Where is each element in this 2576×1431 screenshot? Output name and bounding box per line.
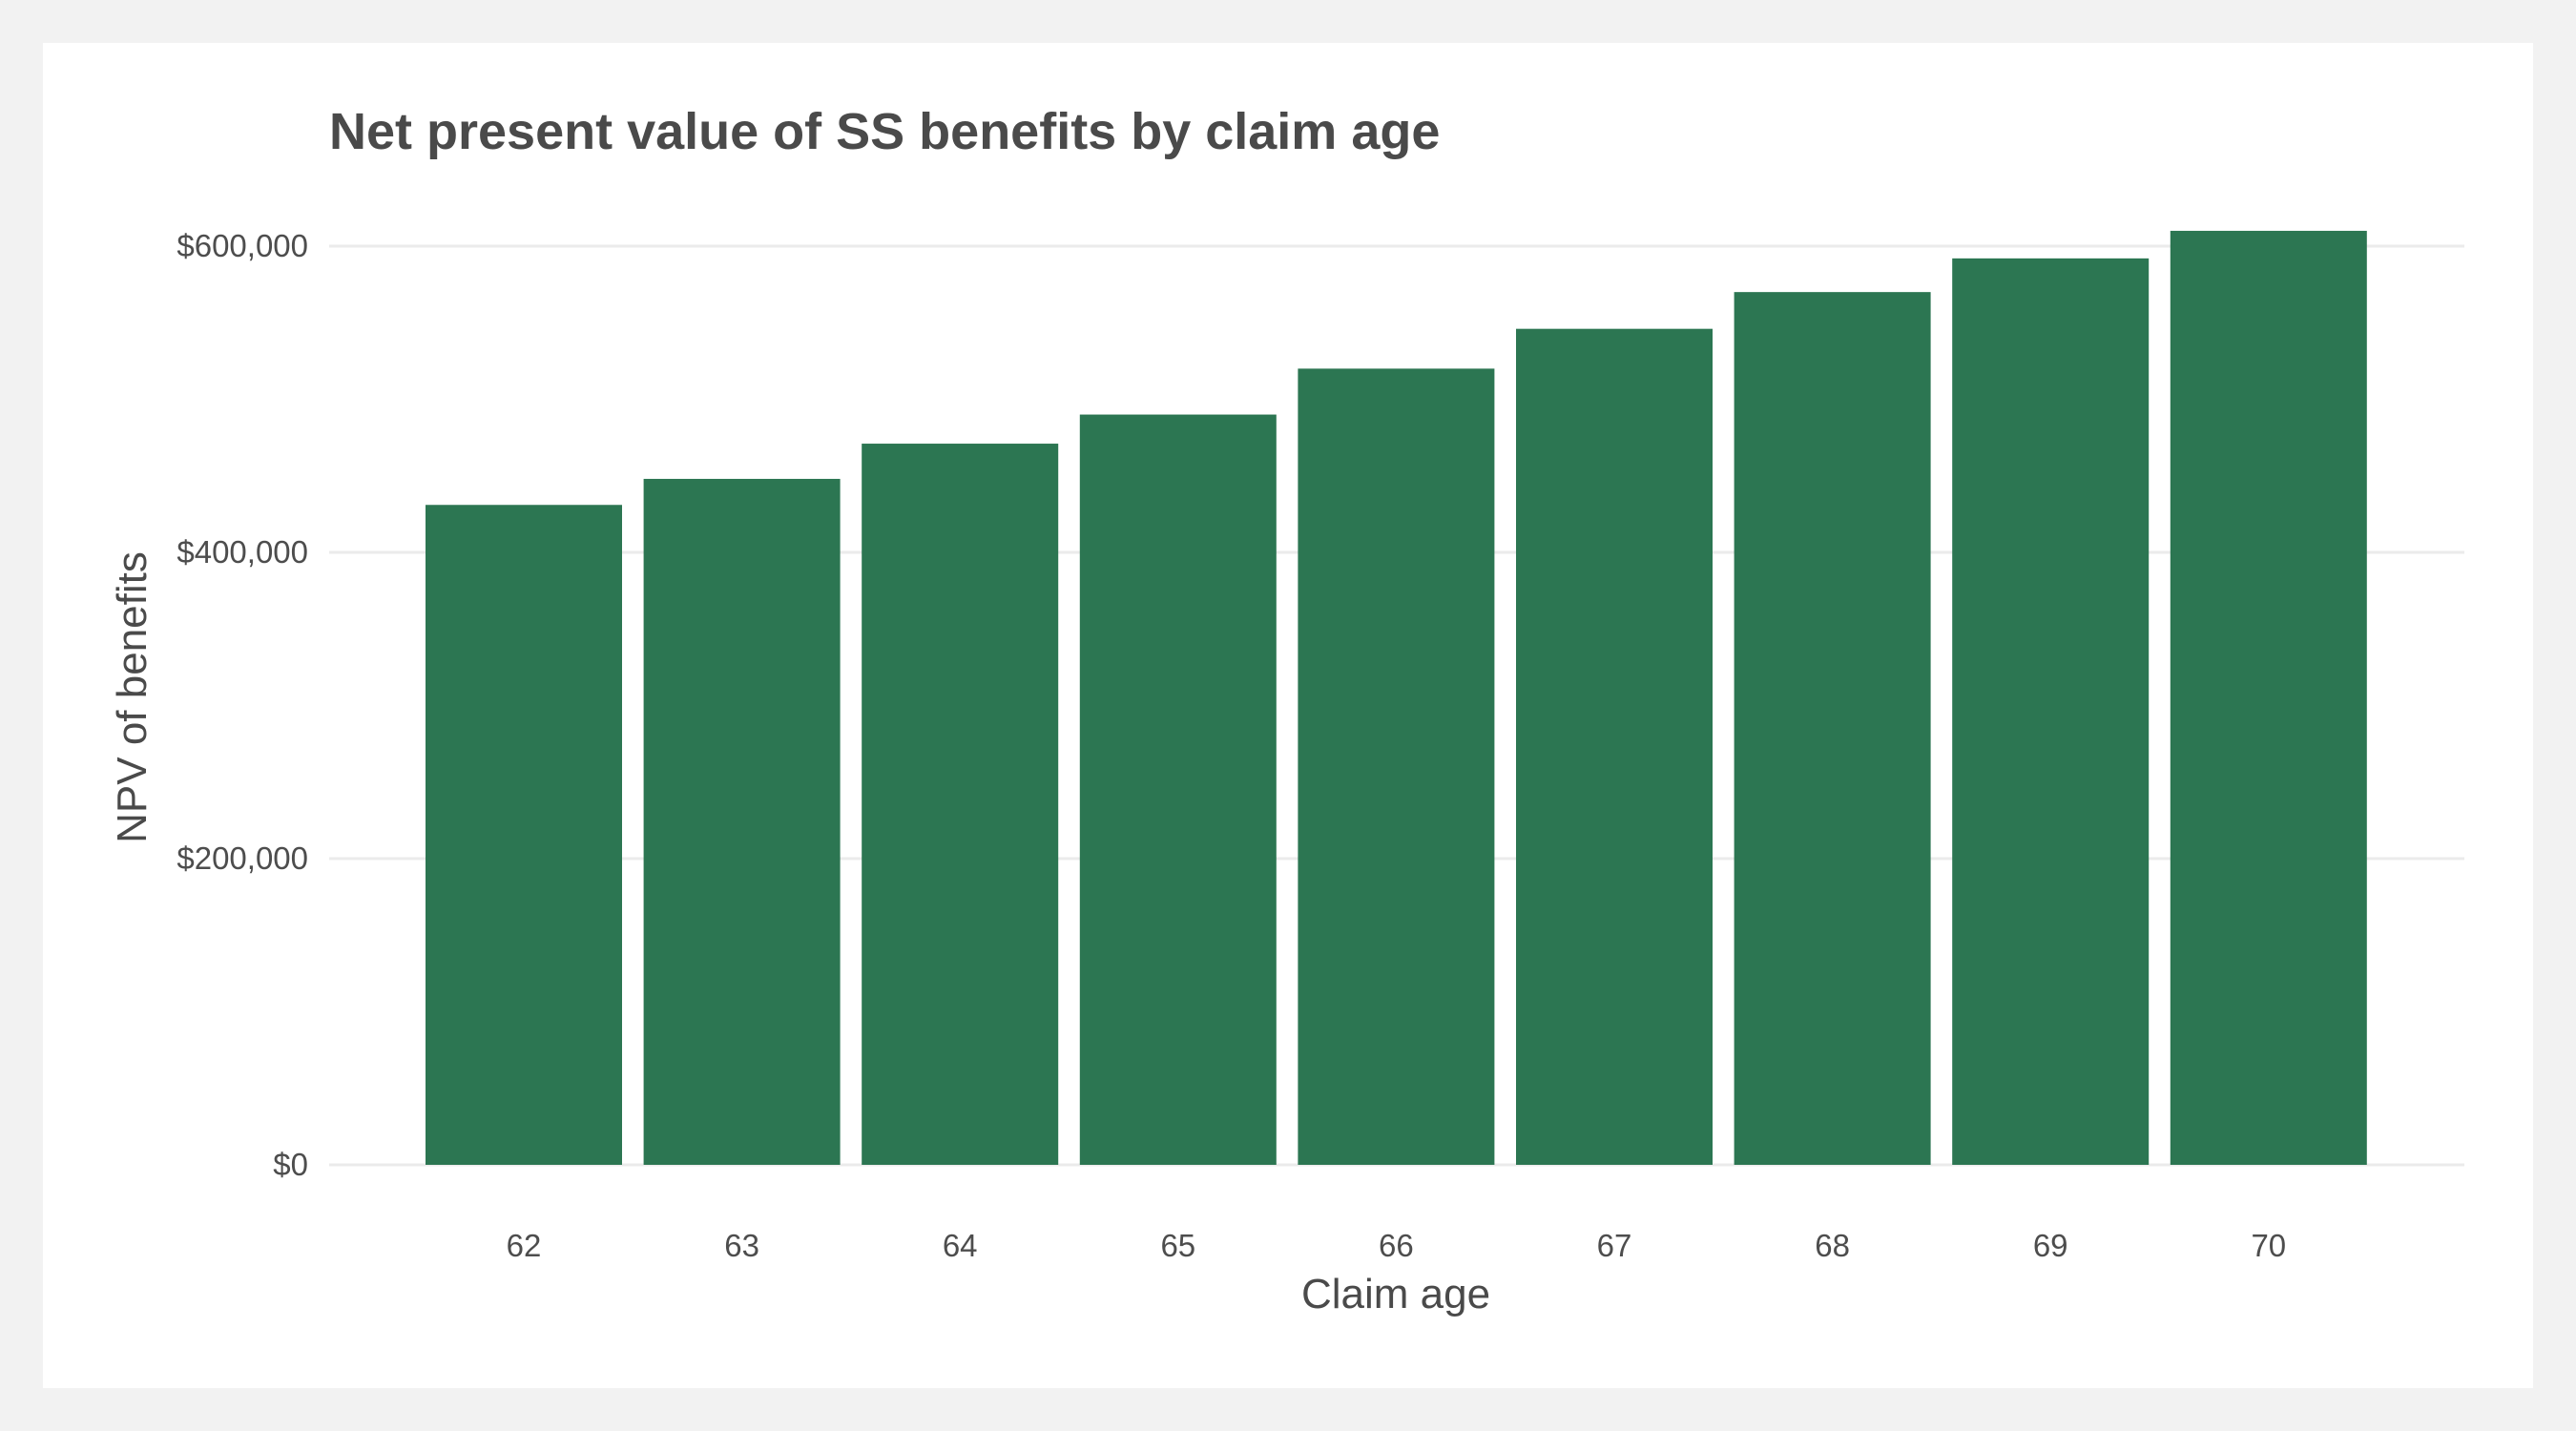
bar-68 [1734,292,1931,1165]
y-tick-label: $0 [273,1147,308,1182]
bar-62 [426,505,622,1165]
x-axis-title: Claim age [1301,1271,1490,1317]
bar-70 [2170,230,2367,1165]
chart-title: Net present value of SS benefits by clai… [329,103,1440,160]
y-tick-label: $600,000 [177,228,308,263]
x-tick-label: 66 [1379,1228,1414,1263]
x-axis-ticks: 62 63 64 65 66 67 68 69 70 [507,1228,2287,1263]
y-axis-title: NPV of benefits [109,551,156,843]
bar-66 [1298,368,1495,1165]
bars [426,230,2367,1166]
x-tick-label: 63 [724,1228,759,1263]
x-tick-label: 69 [2033,1228,2068,1263]
y-axis-ticks: $0 $200,000 $400,000 $600,000 [177,228,308,1182]
x-tick-label: 67 [1597,1228,1632,1263]
bar-69 [1952,258,2150,1166]
y-tick-label: $400,000 [177,534,308,570]
x-tick-label: 62 [507,1228,542,1263]
bar-67 [1516,328,1713,1165]
x-tick-label: 64 [943,1228,978,1263]
bar-64 [862,444,1059,1165]
y-tick-label: $200,000 [177,840,308,876]
bar-65 [1079,414,1277,1165]
x-tick-label: 65 [1160,1228,1195,1263]
bar-63 [643,478,841,1166]
x-tick-label: 70 [2251,1228,2286,1263]
x-tick-label: 68 [1815,1228,1850,1263]
